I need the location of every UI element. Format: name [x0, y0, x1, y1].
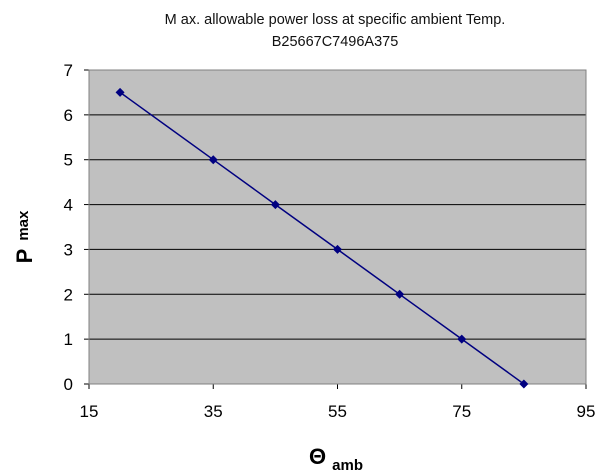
data-point-marker [519, 379, 529, 389]
x-tick-label: 35 [204, 402, 223, 421]
chart-title: M ax. allowable power loss at specific a… [165, 12, 506, 28]
plot-area [89, 70, 586, 384]
plot-border [88, 69, 587, 385]
x-axis-label-main: Θ [309, 444, 326, 469]
x-tick-label: 75 [452, 402, 471, 421]
x-tick-label: 95 [577, 402, 596, 421]
x-tick-label: 55 [328, 402, 347, 421]
axes [88, 69, 587, 385]
data-point-marker [457, 334, 467, 344]
data-point-marker [115, 87, 125, 97]
y-tick-label: 6 [64, 106, 73, 125]
data-point-marker [333, 244, 342, 254]
x-tick-labels: 15 35 55 75 95 [80, 402, 596, 421]
y-tick-label: 3 [64, 240, 73, 259]
y-axis-label-sub: max [15, 210, 32, 241]
x-axis-label-sub: amb [332, 457, 363, 470]
data-point-marker [208, 155, 218, 165]
series [115, 87, 529, 389]
y-axis-label-main: P [12, 249, 37, 264]
y-tick-label: 1 [64, 330, 73, 349]
y-tick-label: 0 [64, 375, 73, 394]
data-point-marker [270, 200, 280, 210]
y-tick-label: 7 [64, 61, 73, 80]
y-tick-label: 5 [64, 151, 73, 170]
chart-subtitle: B25667C7496A375 [272, 34, 399, 50]
y-tick-label: 4 [64, 196, 73, 215]
y-axis-label: Pmax [12, 210, 37, 263]
x-tick-label: 15 [80, 402, 99, 421]
y-tick-label: 2 [64, 285, 73, 304]
y-tick-labels: 0 1 2 3 4 5 6 7 [64, 61, 73, 394]
data-point-marker [395, 289, 405, 299]
